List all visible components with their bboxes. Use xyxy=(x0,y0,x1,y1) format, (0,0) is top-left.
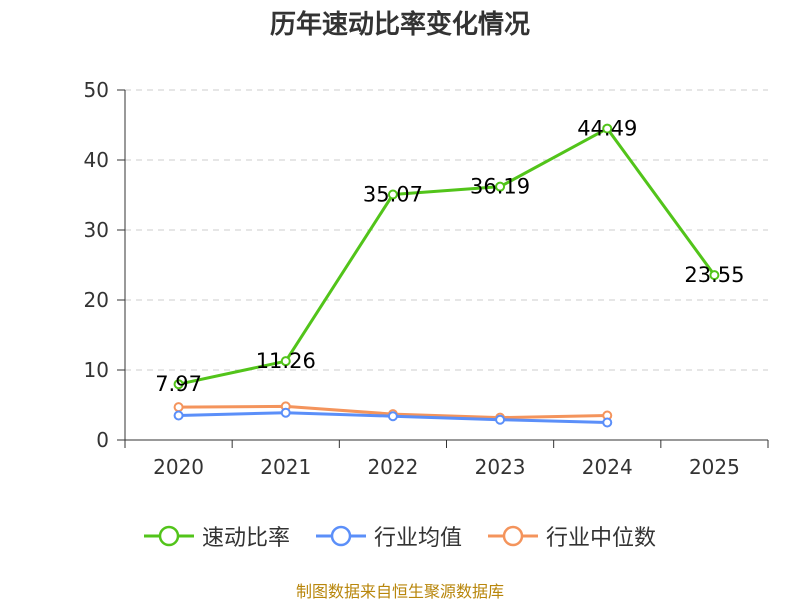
legend: 速动比率 行业均值 行业中位数 xyxy=(0,520,800,552)
data-point-0 xyxy=(387,189,398,200)
x-tick-label: 2024 xyxy=(582,455,633,479)
y-tick-label: 0 xyxy=(96,428,109,452)
legend-item-quick-ratio[interactable]: 速动比率 xyxy=(143,520,290,552)
y-tick-label: 40 xyxy=(84,148,109,172)
x-tick-label: 2022 xyxy=(367,455,418,479)
legend-label-industry-mean: 行业均值 xyxy=(373,526,462,551)
legend-marker-industry-mean xyxy=(315,525,366,547)
data-label: 44.49 xyxy=(577,117,637,141)
legend-label-quick-ratio: 速动比率 xyxy=(201,526,290,551)
source-note: 制图数据来自恒生聚源数据库 xyxy=(295,582,504,601)
data-point-0 xyxy=(709,270,720,281)
chart-title: 历年速动比率变化情况 xyxy=(269,10,530,40)
data-point-0 xyxy=(173,379,184,390)
y-tick-label: 50 xyxy=(84,78,109,102)
y-tick-label: 30 xyxy=(84,218,109,242)
data-point-1 xyxy=(495,414,506,425)
data-point-0 xyxy=(280,356,291,367)
legend-label-industry-median: 行业中位数 xyxy=(546,526,657,551)
data-point-1 xyxy=(387,411,398,422)
data-label: 7.97 xyxy=(155,372,202,396)
data-point-0 xyxy=(495,181,506,192)
series-line-0 xyxy=(178,127,716,386)
data-label: 23.55 xyxy=(684,263,744,287)
legend-marker-industry-median xyxy=(488,525,538,547)
x-tick-label: 2021 xyxy=(260,455,311,479)
data-label: 35.07 xyxy=(363,183,423,207)
x-tick-label: 2025 xyxy=(689,455,740,479)
y-tick-label: 20 xyxy=(84,288,109,312)
y-tick-label: 10 xyxy=(84,358,109,382)
data-label: 36.19 xyxy=(470,175,530,199)
data-label: 11.26 xyxy=(256,349,316,373)
x-tick-label: 2023 xyxy=(475,455,526,479)
data-point-0 xyxy=(602,123,613,134)
x-tick-label: 2020 xyxy=(153,455,204,479)
legend-item-industry-median[interactable]: 行业中位数 xyxy=(488,520,656,552)
legend-item-industry-mean[interactable]: 行业均值 xyxy=(315,520,462,552)
data-point-2 xyxy=(173,402,184,413)
data-point-1 xyxy=(602,417,613,428)
legend-marker-quick-ratio xyxy=(143,525,194,547)
data-point-1 xyxy=(173,410,184,421)
data-point-1 xyxy=(280,407,291,418)
